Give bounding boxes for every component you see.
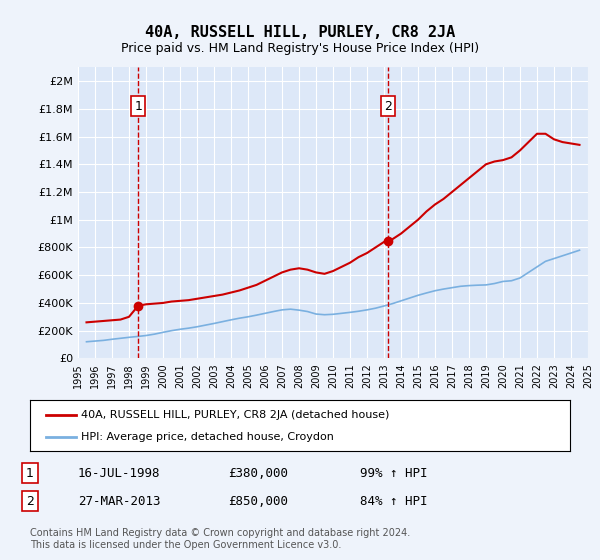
Text: 40A, RUSSELL HILL, PURLEY, CR8 2JA (detached house): 40A, RUSSELL HILL, PURLEY, CR8 2JA (deta… [82,409,389,419]
Text: £850,000: £850,000 [228,494,288,508]
Text: Price paid vs. HM Land Registry's House Price Index (HPI): Price paid vs. HM Land Registry's House … [121,42,479,55]
Text: 99% ↑ HPI: 99% ↑ HPI [360,466,427,480]
Text: 16-JUL-1998: 16-JUL-1998 [78,466,161,480]
Text: Contains HM Land Registry data © Crown copyright and database right 2024.
This d: Contains HM Land Registry data © Crown c… [30,528,410,549]
Text: £380,000: £380,000 [228,466,288,480]
Text: 2: 2 [26,494,34,508]
Text: 1: 1 [26,466,34,480]
Text: 1: 1 [134,100,142,113]
Text: 40A, RUSSELL HILL, PURLEY, CR8 2JA: 40A, RUSSELL HILL, PURLEY, CR8 2JA [145,25,455,40]
Text: 84% ↑ HPI: 84% ↑ HPI [360,494,427,508]
Text: 2: 2 [384,100,392,113]
Text: HPI: Average price, detached house, Croydon: HPI: Average price, detached house, Croy… [82,432,334,442]
Text: 27-MAR-2013: 27-MAR-2013 [78,494,161,508]
